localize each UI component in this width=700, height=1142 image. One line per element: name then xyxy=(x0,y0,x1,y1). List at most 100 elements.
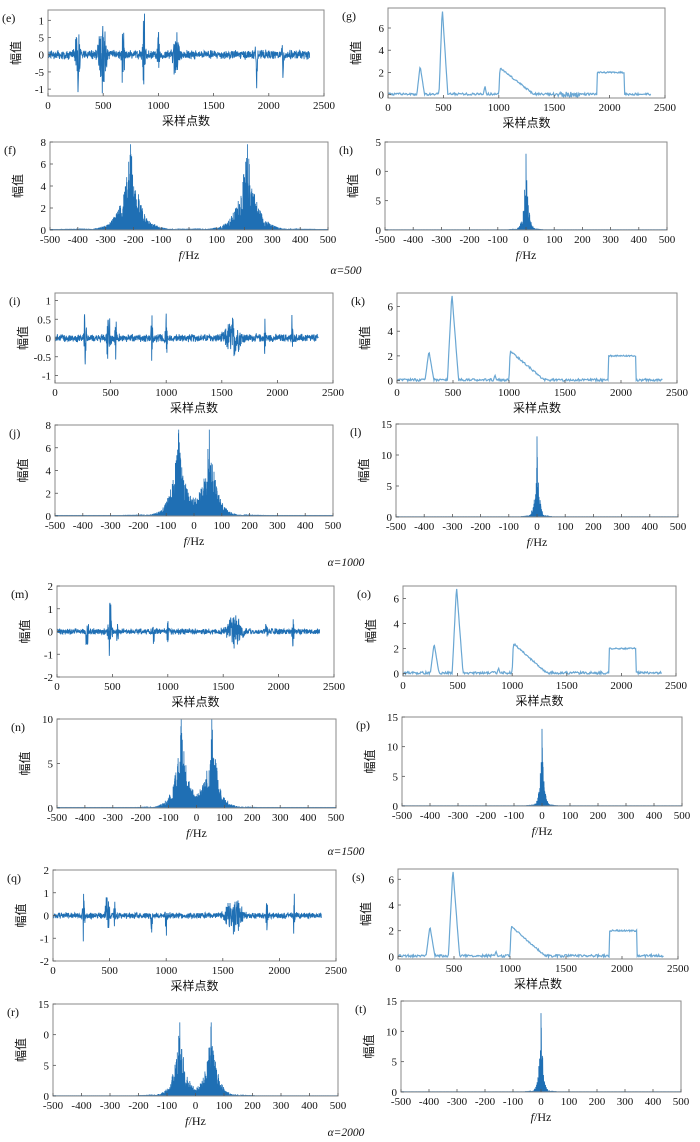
x-tick-label: -200 xyxy=(460,234,481,246)
y-tick-label: 5 xyxy=(393,771,399,783)
x-tick-label: 100 xyxy=(546,234,563,246)
x-tick-label: 400 xyxy=(645,1096,662,1108)
axes-frame xyxy=(47,9,325,97)
x-tick-label: 0 xyxy=(186,234,192,246)
y-tick-label: 0 xyxy=(393,801,399,813)
panel-label: (o) xyxy=(357,587,371,601)
alpha-caption: α=500 xyxy=(330,265,361,277)
y-axis-label: 幅值 xyxy=(348,41,363,65)
x-tick-label: 500 xyxy=(102,387,119,399)
axes-frame xyxy=(396,292,678,384)
x-tick-label: 1000 xyxy=(499,963,522,975)
y-tick-label: 6 xyxy=(41,159,47,171)
x-tick-label: 0 xyxy=(52,387,58,399)
x-tick-label: 300 xyxy=(613,521,630,533)
x-axis-label: f/Hz xyxy=(185,1114,206,1128)
plot-area xyxy=(48,13,311,94)
y-axis-label: 幅值 xyxy=(362,749,377,773)
panel-o: 0 500 1000 1500 2000 2500 0 2 4 6 采样点数 幅值 (o) xyxy=(357,585,688,708)
x-tick-label: 0 xyxy=(400,680,406,692)
panel-r: -500 -400 -300 -200 -100 0 100 200 300 400 500 0 5 0 1… xyxy=(7,999,347,1128)
x-tick-label: -100 xyxy=(503,1096,524,1108)
x-tick-label: -100 xyxy=(488,234,509,246)
x-tick-label: -400 xyxy=(414,521,435,533)
y-tick-label: 2 xyxy=(46,488,52,500)
y-tick-label: 6 xyxy=(388,302,394,314)
x-tick-label: 200 xyxy=(574,234,591,246)
y-axis-label: 幅值 xyxy=(345,174,360,198)
x-tick-label: 500 xyxy=(330,1100,347,1112)
y-tick-label: -1 xyxy=(42,371,51,383)
y-tick-label: 15 xyxy=(38,999,50,1011)
x-tick-label: 2500 xyxy=(665,680,688,692)
y-tick-label: 0 xyxy=(376,166,382,178)
x-axis-label: f/Hz xyxy=(179,248,200,262)
x-tick-label: 100 xyxy=(562,810,579,822)
x-tick-label: 200 xyxy=(590,810,607,822)
series-line xyxy=(50,144,328,230)
panel-label: (r) xyxy=(7,1005,19,1019)
y-tick-label: 1 xyxy=(44,888,50,900)
x-tick-label: 2000 xyxy=(258,100,281,112)
panel-s: 0 500 1000 1500 2000 2500 0 2 4 6 采样点数 幅值 (s) xyxy=(352,868,690,991)
x-tick-label: 1500 xyxy=(555,963,578,975)
x-tick-label: 2500 xyxy=(654,102,677,114)
y-axis-label: 幅值 xyxy=(356,458,371,482)
x-axis-label: 采样点数 xyxy=(170,400,218,415)
x-tick-label: -500 xyxy=(47,812,68,824)
series-line xyxy=(53,1022,338,1096)
alpha-caption: α=2000 xyxy=(328,1127,365,1139)
y-tick-label: 0 xyxy=(388,376,394,388)
x-tick-label: 2500 xyxy=(322,387,345,399)
panel-t: -500 -400 -300 -200 -100 0 100 200 300 400 500 0 5 10… xyxy=(355,996,690,1124)
y-tick-label: 4 xyxy=(389,900,395,912)
x-tick-label: 100 xyxy=(209,234,226,246)
y-tick-label: 6 xyxy=(389,874,395,886)
x-tick-label: 500 xyxy=(674,810,691,822)
panel-label: (j) xyxy=(9,426,20,440)
y-axis-label: 幅值 xyxy=(361,1034,376,1058)
y-tick-label: 6 xyxy=(394,594,400,606)
series-line xyxy=(57,719,336,808)
x-tick-label: 300 xyxy=(617,1096,634,1108)
x-tick-label: -500 xyxy=(386,521,407,533)
plot-area xyxy=(403,588,662,676)
plot-area xyxy=(396,436,678,517)
x-tick-label: 500 xyxy=(104,681,121,693)
x-tick-label: 500 xyxy=(95,100,112,112)
x-tick-label: -200 xyxy=(128,1100,149,1112)
panel-i: 0 500 1000 1500 2000 2500 1 0.5 0 -0.5 -1 采样点数 幅值 (i) xyxy=(9,292,345,415)
panel-p: -500 -400 -300 -200 -100 0 100 200 300 400 500 0 5 10… xyxy=(356,712,691,838)
axes-frame xyxy=(49,141,329,231)
series-line xyxy=(402,728,682,806)
panel-label: (e) xyxy=(2,11,15,25)
x-tick-label: 500 xyxy=(325,520,342,532)
x-tick-label: 400 xyxy=(631,234,648,246)
x-tick-label: 0 xyxy=(523,234,529,246)
y-axis-label: 幅值 xyxy=(363,619,378,643)
panel-label: (h) xyxy=(339,143,353,157)
x-tick-label: 100 xyxy=(557,521,574,533)
x-tick-label: 200 xyxy=(241,520,258,532)
x-tick-label: 500 xyxy=(446,963,463,975)
x-tick-label: 2500 xyxy=(667,963,690,975)
y-tick-label: 5 xyxy=(387,481,393,493)
x-tick-label: 0 xyxy=(395,963,401,975)
y-axis-label: 幅值 xyxy=(17,619,32,643)
x-tick-label: -300 xyxy=(431,234,452,246)
y-tick-label: -5 xyxy=(35,67,45,79)
x-axis-label: 采样点数 xyxy=(515,693,563,708)
x-axis-label: 采样点数 xyxy=(513,400,561,415)
series-line xyxy=(396,436,678,517)
x-tick-label: 0 xyxy=(539,810,545,822)
x-tick-label: -100 xyxy=(499,521,520,533)
x-tick-label: 1000 xyxy=(155,387,178,399)
plot-area xyxy=(55,313,319,365)
plot-area xyxy=(385,153,667,230)
x-tick-label: 2000 xyxy=(266,387,289,399)
axes-frame xyxy=(397,868,679,960)
x-tick-label: 2000 xyxy=(599,102,622,114)
y-tick-label: 4 xyxy=(388,326,394,338)
panel-n: -500 -400 -300 -200 -100 0 100 200 300 400 500 0 5 10… xyxy=(11,714,345,840)
y-axis-label: 幅值 xyxy=(357,326,372,350)
